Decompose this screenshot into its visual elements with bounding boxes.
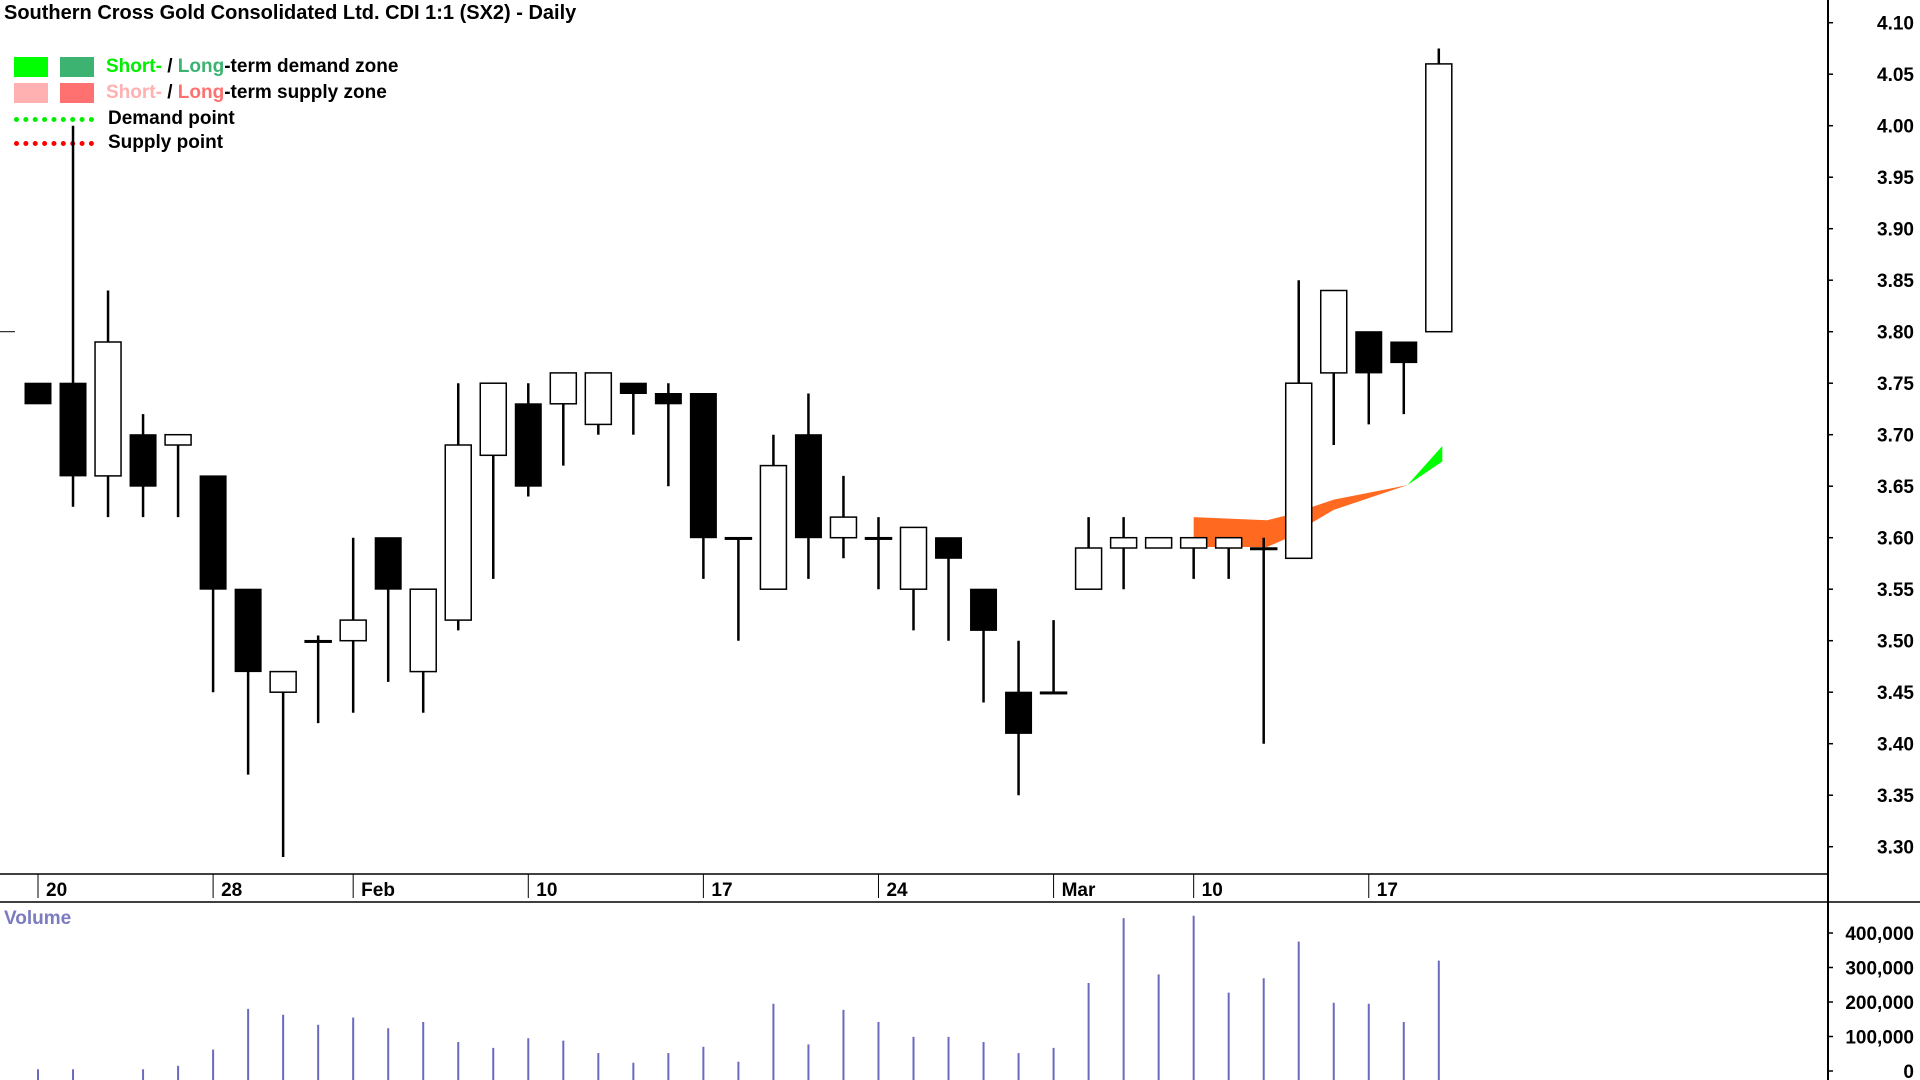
date-tick-label: Feb xyxy=(361,880,395,901)
legend-text: Short- xyxy=(106,82,162,103)
legend-demand-point: Demand point xyxy=(14,108,235,129)
price-tick-label: 3.75 xyxy=(1877,374,1914,395)
candle-body-up xyxy=(409,588,437,673)
volume-tick-label: 200,000 xyxy=(1845,993,1914,1014)
candle-body-up xyxy=(1144,536,1173,549)
candle-body-down xyxy=(514,403,542,487)
volume-tick-label: 400,000 xyxy=(1845,924,1914,945)
price-tick-label: 4.00 xyxy=(1877,117,1914,138)
volume-tick-label: 100,000 xyxy=(1845,1028,1914,1049)
candle-body-up xyxy=(899,526,928,590)
candle-body-up xyxy=(1425,63,1453,333)
candle-body-up xyxy=(864,536,893,540)
price-tick-label: 3.45 xyxy=(1877,683,1914,704)
candle-body-up xyxy=(269,670,297,693)
long-term-demand-swatch xyxy=(60,57,94,77)
demand-point-dash xyxy=(14,116,94,122)
price-tick-label: 3.35 xyxy=(1877,786,1914,807)
candle-body-down xyxy=(935,537,963,559)
candle-body-down xyxy=(199,475,227,590)
candle-body-up xyxy=(479,382,508,457)
candle-body-up xyxy=(164,433,192,446)
candle-body-up xyxy=(339,619,367,642)
legend-text: Demand point xyxy=(108,108,235,129)
date-tick-label: 24 xyxy=(886,880,908,901)
date-tick-label: 10 xyxy=(536,880,557,901)
price-tick-label: 3.30 xyxy=(1877,838,1914,859)
candle-body-down xyxy=(1005,691,1033,734)
candle-body-up xyxy=(1039,691,1068,695)
candle-body-down xyxy=(689,393,717,539)
candle-body-down xyxy=(1355,331,1383,374)
candle-body-down xyxy=(970,588,998,631)
date-tick-label: 17 xyxy=(711,880,732,901)
candle-body-up xyxy=(1284,382,1313,560)
candle-body-down xyxy=(654,393,682,405)
legend-supply-zone: Short- / Long -term supply zone xyxy=(14,82,387,103)
candle-body-up xyxy=(94,341,122,477)
legend-text: / xyxy=(161,82,178,103)
candle-body-up xyxy=(724,536,753,540)
candle-body-up xyxy=(1214,536,1243,549)
date-tick-label: Mar xyxy=(1062,880,1096,901)
date-tick-label: 17 xyxy=(1377,880,1398,901)
candle-body-down xyxy=(234,588,262,673)
candle-body-down xyxy=(1390,341,1418,364)
candle-body-down xyxy=(794,434,822,539)
candle-body-up xyxy=(1319,289,1348,374)
price-tick-label: 3.40 xyxy=(1877,735,1914,756)
candle-body-up xyxy=(444,444,472,621)
candle-body-up xyxy=(304,639,332,643)
candle-body-up xyxy=(1249,547,1278,551)
chart-title: Southern Cross Gold Consolidated Ltd. CD… xyxy=(4,2,577,24)
legend-text: Long xyxy=(177,56,225,77)
price-tick-label: 3.70 xyxy=(1877,426,1914,447)
legend-supply-point: Supply point xyxy=(14,132,224,153)
candle-body-up xyxy=(549,372,578,405)
price-tick-label: 3.65 xyxy=(1877,477,1914,498)
candle-body-down xyxy=(619,382,647,395)
supply-point-dash xyxy=(14,140,94,146)
candle-body-up xyxy=(1179,536,1208,549)
candle-body-down xyxy=(59,382,87,477)
candle-body-down xyxy=(374,537,402,590)
demand-zone xyxy=(1407,446,1443,486)
price-tick-label: 3.90 xyxy=(1877,220,1914,241)
volume-tick-label: 0 xyxy=(1903,1062,1914,1080)
volume-tick-label: 300,000 xyxy=(1845,959,1914,980)
price-tick-label: 4.10 xyxy=(1877,14,1914,35)
candle-body-up xyxy=(759,464,788,590)
short-term-supply-swatch xyxy=(14,83,48,103)
short-term-demand-swatch xyxy=(14,57,48,77)
date-tick-label: 20 xyxy=(46,880,67,901)
legend-text: -term demand zone xyxy=(224,56,399,77)
legend-text: Short- xyxy=(106,56,162,77)
candle-body-up xyxy=(584,372,613,426)
price-tick-label: 3.55 xyxy=(1877,580,1914,601)
legend-text: -term supply zone xyxy=(224,82,387,103)
candle-body-down xyxy=(24,382,52,405)
price-tick-label: 4.05 xyxy=(1877,65,1914,86)
legend-text: Long xyxy=(177,82,225,103)
price-tick-label: 3.85 xyxy=(1877,271,1914,292)
price-tick-label: 3.50 xyxy=(1877,632,1914,653)
candle-body-down xyxy=(129,434,157,487)
candle-body-up xyxy=(829,516,858,539)
volume-label: Volume xyxy=(4,908,72,929)
price-tick-label: 3.95 xyxy=(1877,168,1914,189)
candle-body-up xyxy=(1074,547,1103,590)
price-tick-label: 3.80 xyxy=(1877,323,1914,344)
legend-demand-zone: Short- / Long -term demand zone xyxy=(14,56,399,77)
date-tick-label: 10 xyxy=(1202,880,1223,901)
legend-text: Supply point xyxy=(108,132,224,153)
long-term-supply-swatch xyxy=(60,83,94,103)
candle-body-up xyxy=(1109,536,1138,549)
price-tick-label: 3.60 xyxy=(1877,529,1914,550)
legend-text: / xyxy=(161,56,178,77)
date-tick-label: 28 xyxy=(221,880,242,901)
